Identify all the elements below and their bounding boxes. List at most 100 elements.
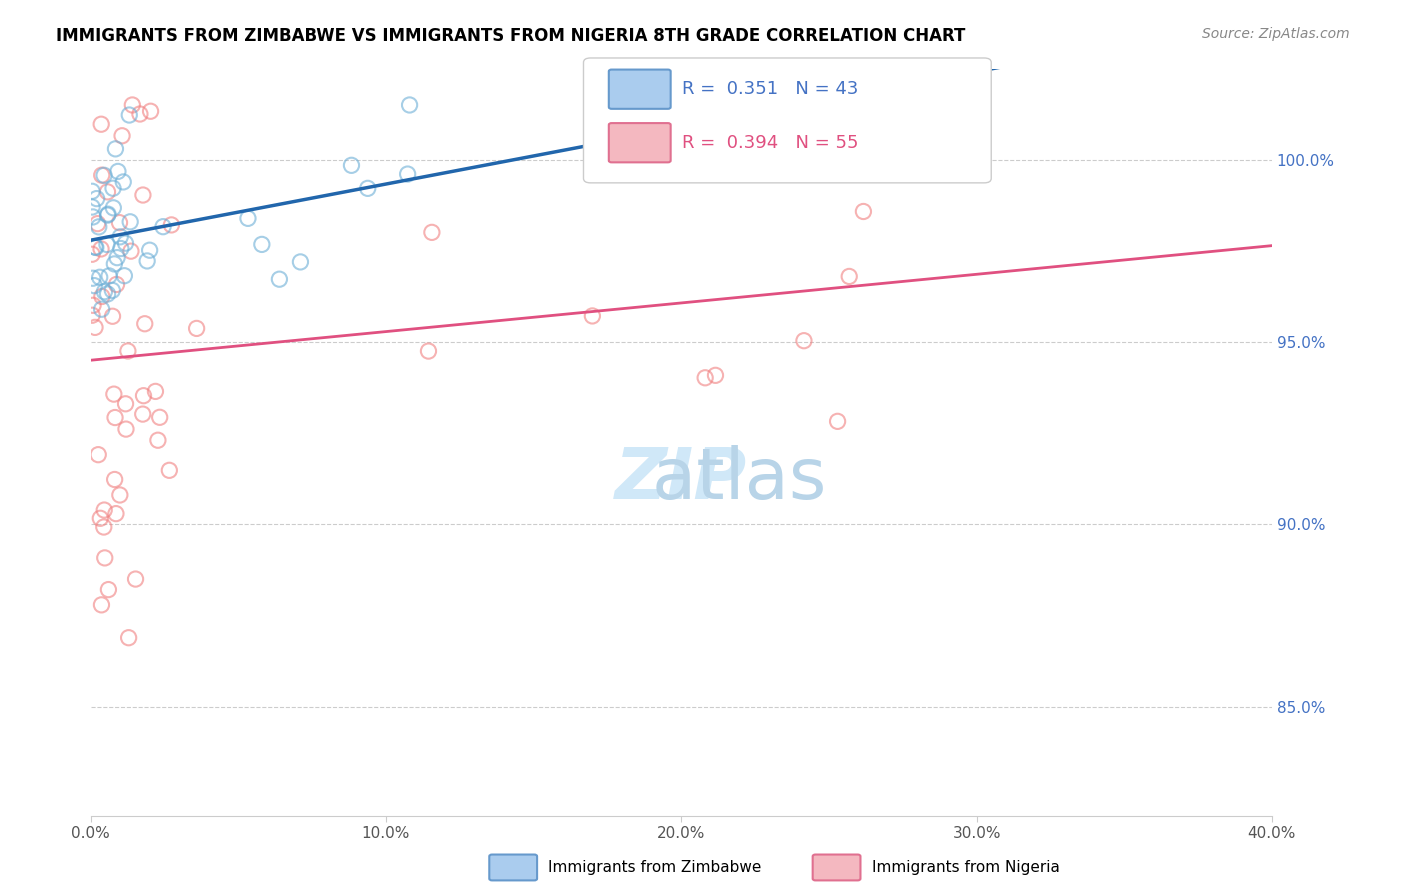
Immigrants from Zimbabwe	[152, 219, 174, 234]
Immigrants from Nigeria	[120, 244, 142, 259]
Immigrants from Nigeria	[108, 216, 131, 230]
Immigrants from Nigeria	[420, 226, 443, 240]
Immigrants from Zimbabwe	[97, 208, 120, 222]
Immigrants from Nigeria	[87, 448, 110, 462]
Immigrants from Zimbabwe	[82, 271, 104, 285]
Immigrants from Nigeria	[86, 217, 108, 231]
Immigrants from Nigeria	[82, 298, 104, 312]
Text: Source: ZipAtlas.com: Source: ZipAtlas.com	[1202, 27, 1350, 41]
Immigrants from Nigeria	[80, 247, 103, 261]
Immigrants from Nigeria	[704, 368, 727, 383]
Immigrants from Zimbabwe	[114, 236, 136, 251]
Immigrants from Nigeria	[132, 407, 155, 421]
Immigrants from Nigeria	[139, 104, 162, 119]
Immigrants from Nigeria	[124, 572, 146, 586]
Immigrants from Zimbabwe	[110, 242, 132, 256]
Immigrants from Zimbabwe	[112, 175, 135, 189]
Immigrants from Zimbabwe	[89, 270, 111, 285]
Immigrants from Zimbabwe	[396, 167, 419, 181]
Immigrants from Zimbabwe	[340, 158, 363, 172]
Immigrants from Zimbabwe	[118, 108, 141, 122]
Immigrants from Nigeria	[145, 384, 167, 399]
Immigrants from Zimbabwe	[98, 268, 121, 283]
Immigrants from Zimbabwe	[90, 302, 112, 317]
Immigrants from Zimbabwe	[93, 169, 115, 183]
Immigrants from Nigeria	[160, 218, 183, 232]
Text: Immigrants from Nigeria: Immigrants from Nigeria	[872, 861, 1060, 875]
Immigrants from Zimbabwe	[120, 215, 142, 229]
Immigrants from Zimbabwe	[357, 181, 380, 195]
Immigrants from Zimbabwe	[110, 229, 132, 244]
Text: R =  0.351   N = 43: R = 0.351 N = 43	[682, 80, 858, 98]
Immigrants from Nigeria	[90, 242, 112, 256]
Immigrants from Nigeria	[80, 308, 103, 322]
Immigrants from Zimbabwe	[269, 272, 291, 286]
Immigrants from Nigeria	[93, 520, 115, 534]
Immigrants from Nigeria	[104, 410, 127, 425]
Immigrants from Zimbabwe	[97, 207, 120, 221]
Immigrants from Nigeria	[97, 582, 120, 597]
Immigrants from Nigeria	[96, 185, 118, 199]
Immigrants from Nigeria	[104, 507, 127, 521]
Immigrants from Nigeria	[117, 631, 139, 645]
Immigrants from Nigeria	[157, 463, 180, 477]
Immigrants from Nigeria	[90, 289, 112, 303]
Immigrants from Zimbabwe	[104, 142, 127, 156]
Immigrants from Zimbabwe	[112, 268, 135, 283]
Immigrants from Zimbabwe	[236, 211, 259, 226]
Immigrants from Zimbabwe	[136, 254, 159, 268]
Immigrants from Nigeria	[581, 309, 603, 323]
Text: atlas: atlas	[537, 445, 825, 514]
Immigrants from Zimbabwe	[103, 257, 125, 271]
Immigrants from Nigeria	[115, 422, 138, 436]
Immigrants from Nigeria	[827, 414, 849, 428]
Immigrants from Nigeria	[104, 473, 127, 487]
Immigrants from Zimbabwe	[103, 201, 125, 215]
Immigrants from Zimbabwe	[87, 219, 110, 234]
Immigrants from Nigeria	[793, 334, 815, 348]
Immigrants from Zimbabwe	[107, 164, 129, 178]
Immigrants from Nigeria	[114, 397, 136, 411]
Immigrants from Zimbabwe	[93, 285, 115, 299]
Immigrants from Zimbabwe	[80, 184, 103, 198]
Immigrants from Nigeria	[132, 389, 155, 403]
Immigrants from Nigeria	[695, 371, 717, 385]
Immigrants from Nigeria	[89, 511, 111, 525]
Immigrants from Nigeria	[93, 503, 115, 517]
Immigrants from Nigeria	[149, 410, 172, 425]
Immigrants from Zimbabwe	[80, 200, 103, 214]
Immigrants from Nigeria	[852, 204, 875, 219]
Immigrants from Nigeria	[121, 98, 143, 112]
Immigrants from Nigeria	[838, 269, 860, 284]
Immigrants from Zimbabwe	[398, 98, 420, 112]
Immigrants from Nigeria	[117, 343, 139, 358]
Immigrants from Nigeria	[90, 168, 112, 182]
Immigrants from Zimbabwe	[105, 251, 128, 265]
Immigrants from Nigeria	[134, 317, 156, 331]
Immigrants from Nigeria	[132, 188, 155, 202]
Immigrants from Nigeria	[821, 98, 844, 112]
Immigrants from Zimbabwe	[86, 192, 108, 206]
Immigrants from Zimbabwe	[138, 244, 160, 258]
Immigrants from Zimbabwe	[84, 240, 107, 254]
Immigrants from Nigeria	[90, 117, 112, 131]
Immigrants from Zimbabwe	[101, 284, 124, 298]
Text: ZIP: ZIP	[616, 445, 748, 514]
Immigrants from Nigeria	[418, 344, 440, 359]
Immigrants from Zimbabwe	[290, 255, 312, 269]
Text: IMMIGRANTS FROM ZIMBABWE VS IMMIGRANTS FROM NIGERIA 8TH GRADE CORRELATION CHART: IMMIGRANTS FROM ZIMBABWE VS IMMIGRANTS F…	[56, 27, 966, 45]
Immigrants from Zimbabwe	[250, 237, 273, 252]
Immigrants from Nigeria	[101, 310, 124, 324]
Immigrants from Zimbabwe	[97, 287, 120, 301]
Immigrants from Nigeria	[103, 387, 125, 401]
Immigrants from Nigeria	[108, 488, 131, 502]
Immigrants from Zimbabwe	[82, 210, 104, 224]
Immigrants from Nigeria	[84, 320, 107, 334]
Immigrants from Zimbabwe	[83, 278, 105, 293]
Immigrants from Nigeria	[111, 128, 134, 143]
Immigrants from Zimbabwe	[96, 237, 118, 252]
Immigrants from Nigeria	[105, 277, 128, 292]
Immigrants from Nigeria	[94, 550, 117, 565]
Immigrants from Zimbabwe	[101, 181, 124, 195]
Text: Immigrants from Zimbabwe: Immigrants from Zimbabwe	[548, 861, 762, 875]
